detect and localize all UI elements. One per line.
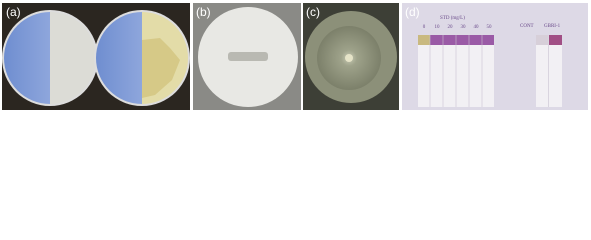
std-level: 50	[487, 25, 493, 30]
growth	[142, 38, 180, 98]
strips	[536, 35, 562, 107]
strip-pad	[418, 35, 430, 45]
std-level: 30	[461, 25, 467, 30]
std-title: STD (mg/L)	[440, 16, 465, 21]
colony	[345, 54, 353, 62]
panel-label: (b)	[196, 5, 211, 19]
streak	[228, 52, 268, 61]
medium	[50, 12, 96, 104]
strip-dividers	[429, 35, 483, 107]
panel-label: (c)	[306, 5, 320, 19]
panel-b: (b)	[193, 3, 301, 110]
medium	[96, 12, 142, 104]
strip-pad	[549, 35, 562, 45]
std-level: 10	[435, 25, 441, 30]
panel-label: (d)	[405, 5, 420, 19]
strip-pad	[536, 35, 548, 45]
sample-label: GBRI-1	[544, 24, 561, 29]
panel-label: (a)	[6, 5, 21, 19]
cont-label: CONT	[520, 24, 534, 29]
strip-pad	[430, 35, 494, 45]
std-level: 40	[474, 25, 480, 30]
std-levels: 0 10 20 30 40 50	[423, 25, 492, 30]
std-level: 20	[448, 25, 454, 30]
page: (a) (b) (c) STD (mg/L) 0 10 20 30 40 50 CONT …	[0, 0, 591, 117]
panel-c: (c)	[303, 3, 399, 110]
std-level: 0	[423, 25, 426, 30]
panel-a: (a)	[2, 3, 190, 110]
medium	[4, 12, 50, 104]
figure: (a) (b) (c) STD (mg/L) 0 10 20 30 40 50 CONT …	[2, 3, 588, 110]
panel-d: STD (mg/L) 0 10 20 30 40 50 CONT GBRI-1 (d)	[402, 3, 588, 110]
